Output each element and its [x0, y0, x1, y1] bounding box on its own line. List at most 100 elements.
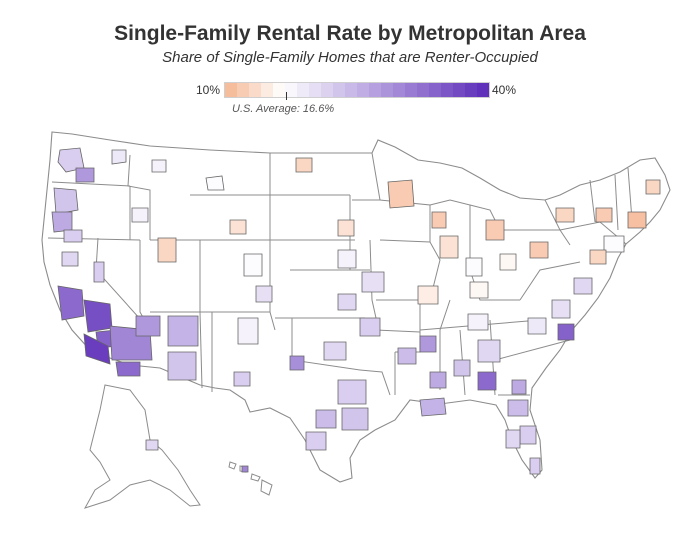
metro-el-paso[interactable] — [233, 371, 251, 387]
metro-little-rock[interactable] — [397, 347, 417, 365]
metro-spokane[interactable] — [111, 149, 127, 165]
metro-honolulu[interactable] — [241, 465, 249, 473]
metro-jackson[interactable] — [429, 371, 447, 389]
metro-new-york[interactable] — [603, 235, 625, 253]
legend-gradient-bar — [224, 82, 490, 98]
metro-seattle[interactable] — [57, 147, 85, 173]
metro-san-diego[interactable] — [115, 361, 141, 377]
hawaii-outline — [228, 461, 273, 496]
legend-average-label: U.S. Average: 16.6% — [232, 103, 335, 115]
metro-boston[interactable] — [627, 211, 647, 229]
metro-philadelphia[interactable] — [589, 249, 607, 265]
metro-denver[interactable] — [243, 253, 263, 277]
alaska-outline — [83, 384, 201, 509]
metro-portland-me[interactable] — [645, 179, 661, 195]
metro-las-vegas[interactable] — [135, 315, 161, 337]
metro-columbus-ga[interactable] — [477, 371, 497, 391]
metro-colorado-springs[interactable] — [255, 285, 273, 303]
metro-omaha[interactable] — [337, 249, 357, 269]
metro-albany[interactable] — [595, 207, 613, 223]
metro-salt-lake[interactable] — [157, 237, 177, 263]
metro-redding[interactable] — [61, 251, 79, 267]
metro-lubbock[interactable] — [289, 355, 305, 371]
metro-tulsa[interactable] — [359, 317, 381, 337]
metro-houston[interactable] — [341, 407, 369, 431]
metro-columbus-oh[interactable] — [499, 253, 517, 271]
metro-fayetteville-nc[interactable] — [557, 323, 575, 341]
legend-color-step — [393, 83, 405, 97]
legend-color-step — [441, 83, 453, 97]
metro-anchorage[interactable] — [145, 439, 159, 451]
legend-min-label: 10% — [196, 83, 221, 97]
legend-color-step — [237, 83, 249, 97]
legend-color-step — [465, 83, 477, 97]
metro-missoula[interactable] — [151, 159, 167, 173]
map-title: Single-Family Rental Rate by Metropolita… — [114, 22, 586, 45]
metro-buffalo[interactable] — [555, 207, 575, 223]
legend-color-step — [345, 83, 357, 97]
metro-louisville[interactable] — [469, 281, 489, 299]
metro-detroit[interactable] — [485, 219, 505, 241]
legend-color-step — [321, 83, 333, 97]
metro-medford[interactable] — [63, 229, 83, 243]
metro-sioux-falls[interactable] — [337, 219, 355, 237]
legend-color-step — [297, 83, 309, 97]
metro-birmingham[interactable] — [453, 359, 471, 377]
metro-orlando[interactable] — [519, 425, 537, 445]
metro-miami[interactable] — [529, 457, 541, 475]
metro-oklahoma-city[interactable] — [323, 341, 347, 361]
metro-memphis[interactable] — [419, 335, 437, 353]
legend-color-step — [309, 83, 321, 97]
legend-color-step — [285, 83, 297, 97]
metro-billings[interactable] — [205, 175, 225, 191]
legend-color-step — [261, 83, 273, 97]
metro-portland[interactable] — [53, 187, 79, 215]
legend-color-step — [381, 83, 393, 97]
metro-nashville[interactable] — [467, 313, 489, 331]
legend-color-step — [417, 83, 429, 97]
metro-cheyenne[interactable] — [229, 219, 247, 235]
metro-charlotte[interactable] — [527, 317, 547, 335]
color-legend: 10% 40% U.S. Average: 16.6% — [190, 80, 530, 120]
metro-chicago[interactable] — [439, 235, 459, 259]
metro-st-louis[interactable] — [417, 285, 439, 305]
legend-color-step — [369, 83, 381, 97]
metro-phoenix[interactable] — [167, 315, 199, 347]
legend-color-step — [453, 83, 465, 97]
legend-color-step — [357, 83, 369, 97]
legend-color-step — [249, 83, 261, 97]
metro-bay-area[interactable] — [57, 285, 85, 321]
metro-eugene[interactable] — [51, 211, 73, 233]
metro-minneapolis[interactable] — [387, 179, 415, 209]
metro-austin[interactable] — [315, 409, 337, 429]
legend-color-step — [333, 83, 345, 97]
legend-average-tick — [286, 92, 287, 100]
metro-los-angeles[interactable] — [83, 333, 111, 365]
map-subtitle: Share of Single-Family Homes that are Re… — [162, 49, 538, 66]
metro-tampa[interactable] — [505, 429, 521, 449]
metro-fresno[interactable] — [83, 299, 113, 333]
metro-albuquerque[interactable] — [237, 317, 259, 345]
metro-boise[interactable] — [131, 207, 149, 223]
metro-reno[interactable] — [93, 261, 105, 283]
metro-pittsburgh[interactable] — [529, 241, 549, 259]
metro-yakima[interactable] — [75, 167, 95, 183]
metro-jacksonville[interactable] — [507, 399, 529, 417]
metro-savannah[interactable] — [511, 379, 527, 395]
metro-kansas-city[interactable] — [361, 271, 385, 293]
metro-fargo[interactable] — [295, 157, 313, 173]
metro-tucson[interactable] — [167, 351, 197, 381]
metro-wichita[interactable] — [337, 293, 357, 311]
metro-virginia-beach[interactable] — [573, 277, 593, 295]
metro-milwaukee[interactable] — [431, 211, 447, 229]
metro-san-antonio[interactable] — [305, 431, 327, 451]
metro-raleigh[interactable] — [551, 299, 571, 319]
metro-indianapolis[interactable] — [465, 257, 483, 277]
metro-new-orleans[interactable] — [419, 397, 447, 417]
metro-dallas[interactable] — [337, 379, 367, 405]
legend-color-step — [273, 83, 285, 97]
legend-color-step — [477, 83, 489, 97]
legend-max-label: 40% — [492, 83, 517, 97]
metro-atlanta[interactable] — [477, 339, 501, 363]
